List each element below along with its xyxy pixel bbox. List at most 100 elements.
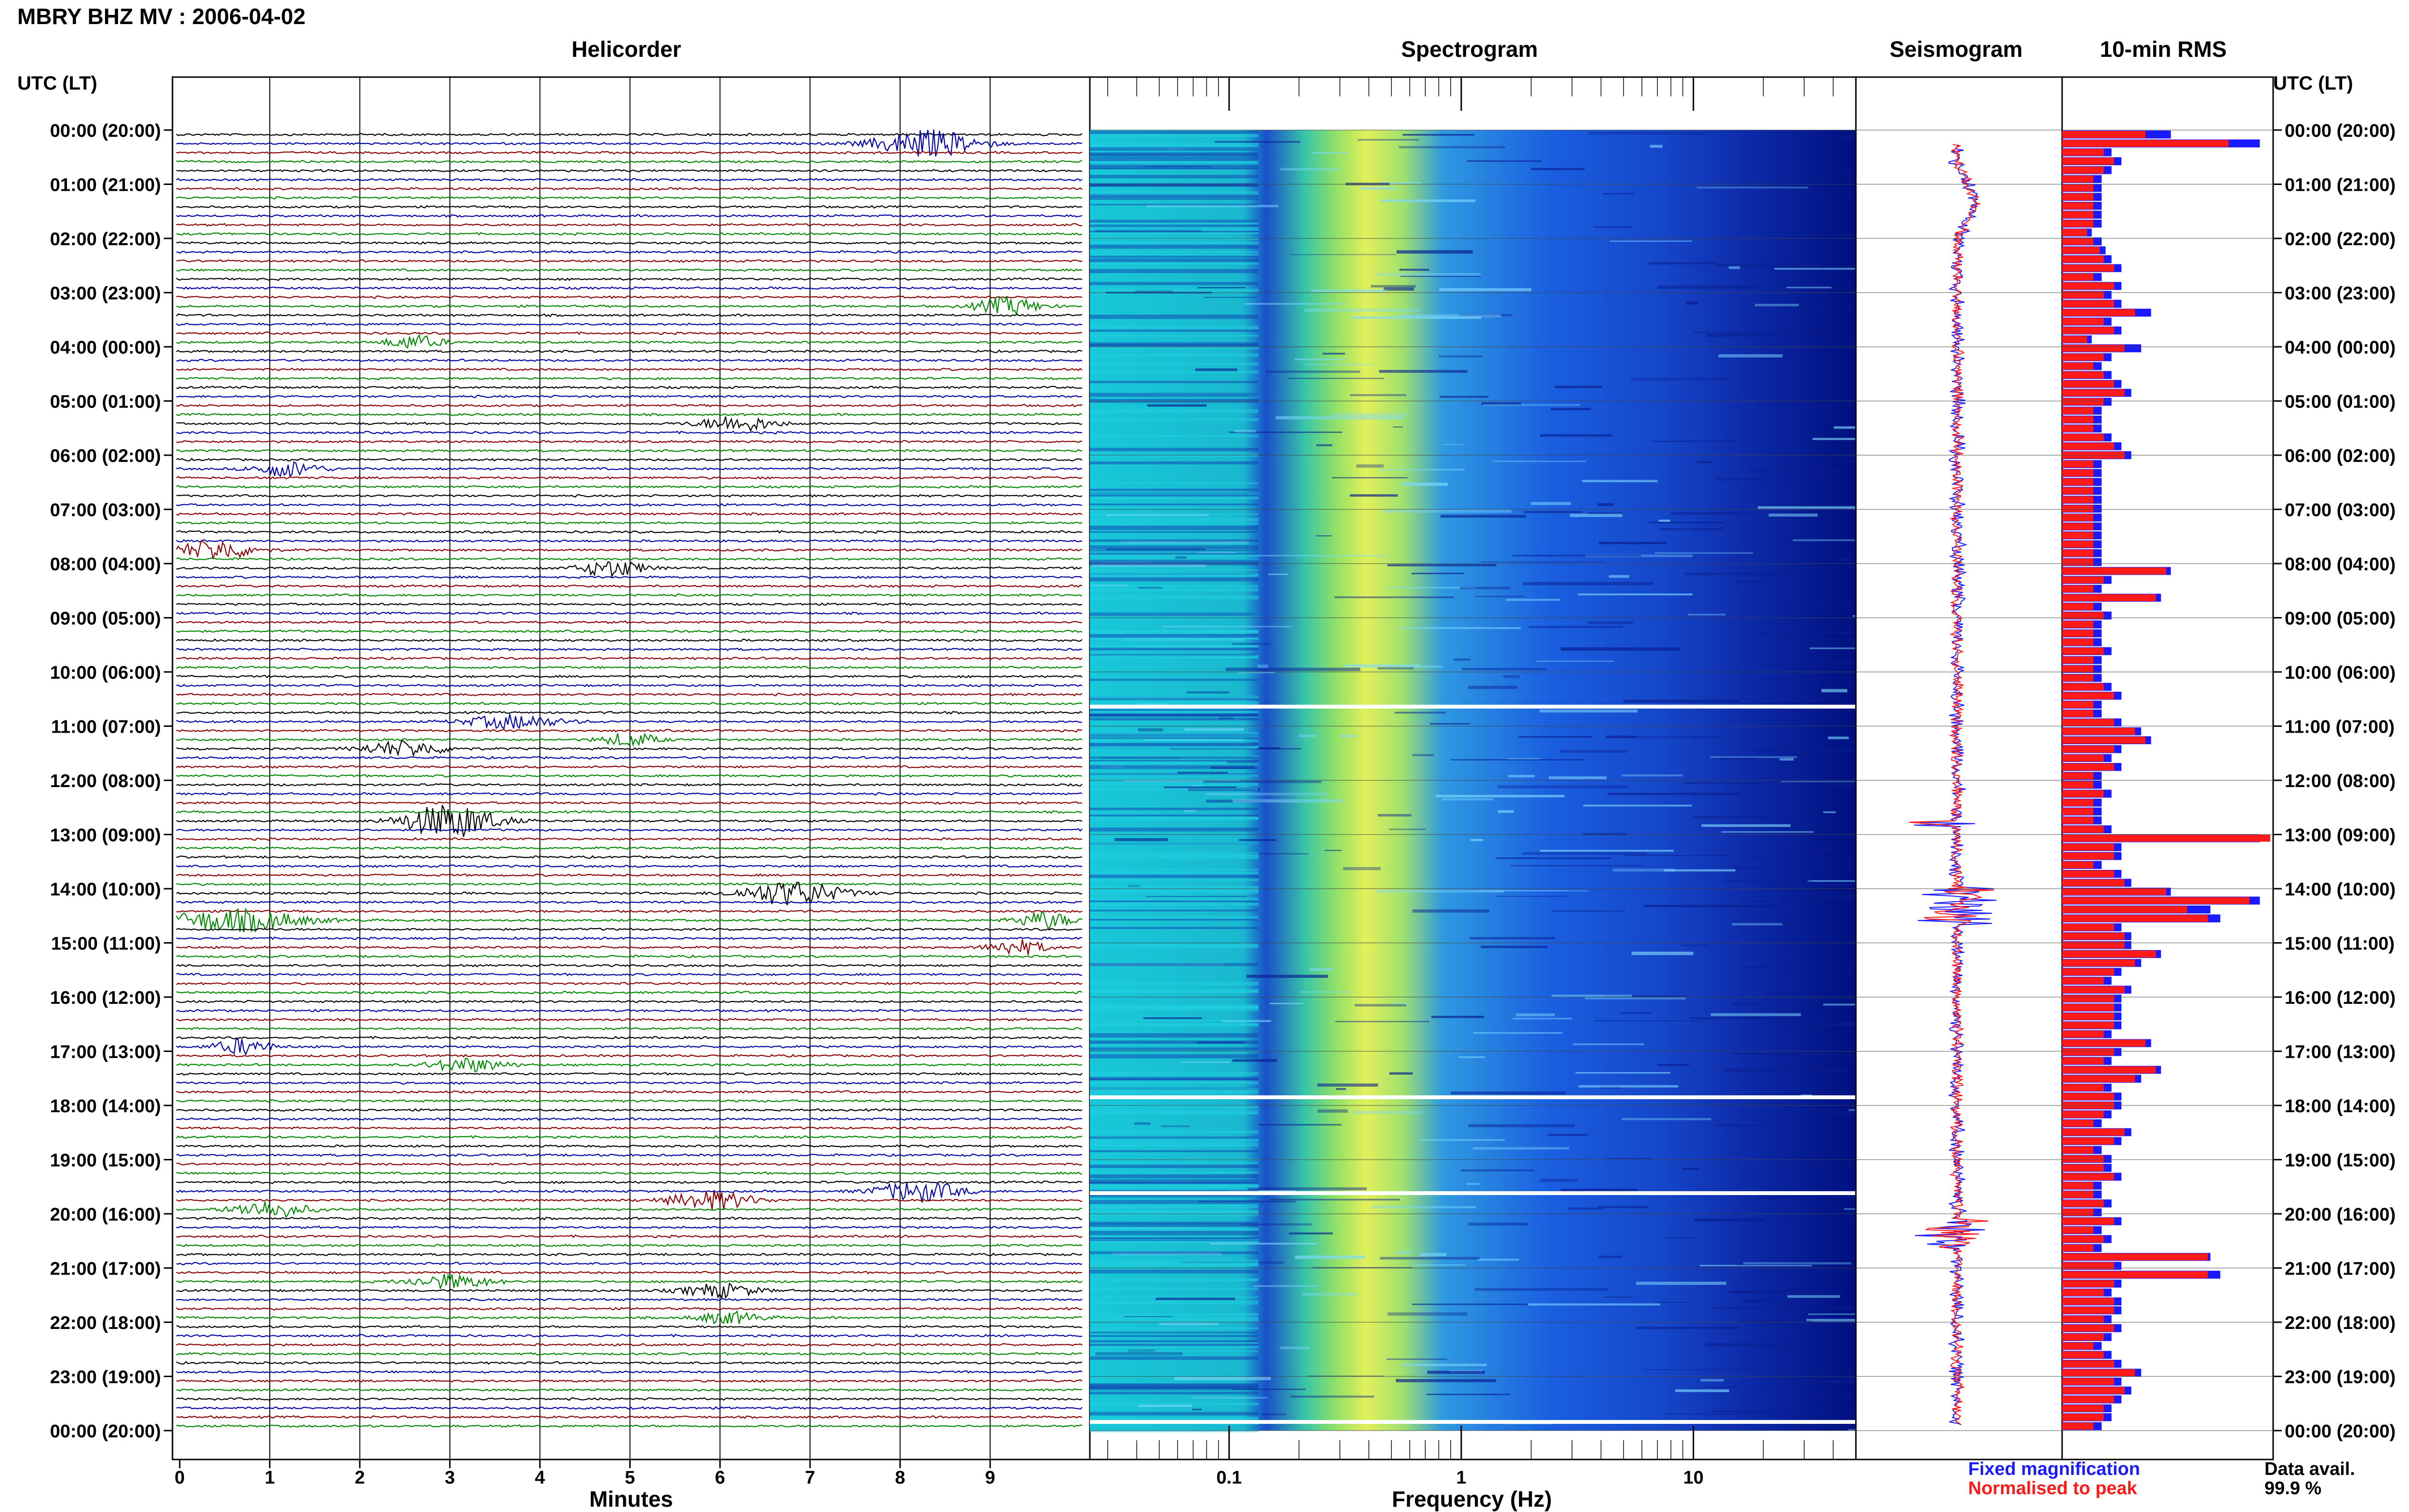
spectrogram-lowfreq-band [1090,461,1258,465]
spectrogram-streak [1396,250,1473,254]
rms-bar-normalised [2062,1066,2156,1074]
spectrogram-lowfreq-band [1090,166,1258,169]
rms-bar-normalised [2062,1396,2114,1403]
seismogram-trace-fixed [1914,144,1997,1425]
spectrogram-streak [1340,735,1358,737]
spectrogram-streak [1439,395,1489,398]
spectrogram-lowfreq-band [1090,1033,1258,1038]
time-tick-label-right: 22:00 (18:00) [2285,1313,2396,1333]
helicorder-trace [176,1117,1083,1121]
spectrogram-lowfreq-band [1090,161,1258,165]
rms-bar-normalised [2062,701,2093,709]
spectrogram-streak [1378,469,1465,471]
time-tick-label-left: 19:00 (15:00) [50,1151,161,1171]
spectrogram-streak [1699,1265,1813,1266]
spectrogram-streak [1523,511,1582,513]
spectrogram-streak [1473,1032,1562,1034]
helicorder-trace [176,385,1083,390]
spectrogram-streak [1143,1017,1202,1019]
spectrogram-streak [1657,285,1758,289]
rms-bar-normalised [2062,1414,2104,1421]
time-tick-label-right: 10:00 (06:00) [2285,663,2396,683]
spectrogram-lowfreq-band [1090,518,1258,522]
spectrogram-lowfreq-band [1090,569,1258,571]
spectrogram-lowfreq-band [1090,329,1258,332]
helicorder-trace [176,440,1083,444]
helicorder-trace [176,169,1083,173]
spectrogram-streak [1697,461,1714,463]
spectrogram-lowfreq-band [1090,1054,1258,1059]
time-tick-label-right: 06:00 (02:00) [2285,446,2396,466]
seismogram-panel [1855,76,2063,1460]
spectrogram-lowfreq-band [1090,1350,1258,1352]
helicorder-trace [176,1180,1083,1184]
spectrogram-streak [1508,758,1541,760]
helicorder-trace [176,982,1083,986]
time-tick-label-right: 16:00 (12:00) [2285,988,2396,1008]
spectrogram-lowfreq-band [1090,612,1258,616]
time-tick-label-left: 18:00 (14:00) [50,1096,161,1117]
spectrogram-lowfreq-band [1090,900,1258,903]
spectrogram-streak [1561,647,1680,651]
spectrogram-streak [1549,776,1607,779]
spectrogram-lowfreq-band [1090,230,1258,233]
helicorder-trace [176,349,1083,354]
spectrogram-lowfreq-band [1090,224,1258,228]
helicorder-trace [176,358,1083,363]
helicorder-trace [176,701,1083,706]
spectrogram-streak [1742,967,1785,968]
spectrogram-streak [1343,665,1443,668]
spectrogram-streak [1458,1056,1485,1058]
rms-bar-normalised [2062,657,2093,664]
helicorder-trace [176,1072,1083,1076]
spectrogram-streak [1203,780,1322,783]
helicorder-trace [176,936,1083,940]
spectrogram-streak [1134,1122,1151,1125]
rms-bar-normalised [2062,1226,2093,1234]
spectrogram-streak [1694,816,1776,818]
spectrogram-streak [1531,168,1585,171]
spectrogram-streak [1752,900,1806,902]
rms-bar-normalised [2062,808,2093,815]
spectrogram-streak [1635,1327,1740,1329]
rms-bar-normalised [2062,131,2145,138]
spectrogram-streak [1462,668,1547,671]
spectrogram-streak [1675,1389,1729,1393]
time-tick-label-left: 21:00 (17:00) [50,1259,161,1279]
spectrogram-streak [1360,187,1396,190]
spectrogram-lowfreq-band [1090,1042,1258,1044]
spectrogram-streak [1578,1085,1679,1088]
helicorder-trace [176,1310,1083,1325]
spectrogram-streak [1651,440,1736,442]
spectrogram-streak [1435,795,1565,798]
spectrogram-lowfreq-band [1090,890,1258,894]
rms-bar-normalised [2062,1369,2135,1377]
spectrogram-lowfreq-band [1090,418,1258,421]
spectrogram-streak [1706,334,1819,337]
spectrogram-streak [1608,792,1740,795]
spectrogram-lowfreq-band [1090,714,1258,716]
spectrogram-streak [1594,1020,1697,1022]
spectrogram-streak [1311,289,1387,292]
time-tick-label-right: 04:00 (00:00) [2285,338,2396,358]
spectrogram-lowfreq-band [1090,1109,1258,1114]
spectrogram-lowfreq-band [1090,919,1258,921]
spectrogram-streak [1310,968,1334,971]
spectrogram-lowfreq-band [1090,133,1258,138]
spectrogram-streak [1317,1109,1348,1113]
spectrogram-streak [1531,502,1571,505]
helicorder-trace [176,733,1083,747]
spectrogram-streak [1382,182,1422,184]
helicorder-trace [176,739,1083,757]
spectrogram-lowfreq-band [1090,258,1258,263]
spectrogram-streak [1732,867,1854,868]
rms-bar-normalised [2062,1360,2114,1367]
frequency-tick-label: 1 [1456,1468,1466,1488]
time-tick-label-right: 00:00 (20:00) [2285,1421,2396,1442]
spectrogram-streak [1664,869,1735,872]
spectrogram-lowfreq-band [1090,1161,1258,1164]
spectrogram-streak [1497,810,1514,813]
helicorder-trace [176,1090,1083,1094]
helicorder-trace [176,1108,1083,1112]
spectrogram-lowfreq-band [1090,488,1258,491]
